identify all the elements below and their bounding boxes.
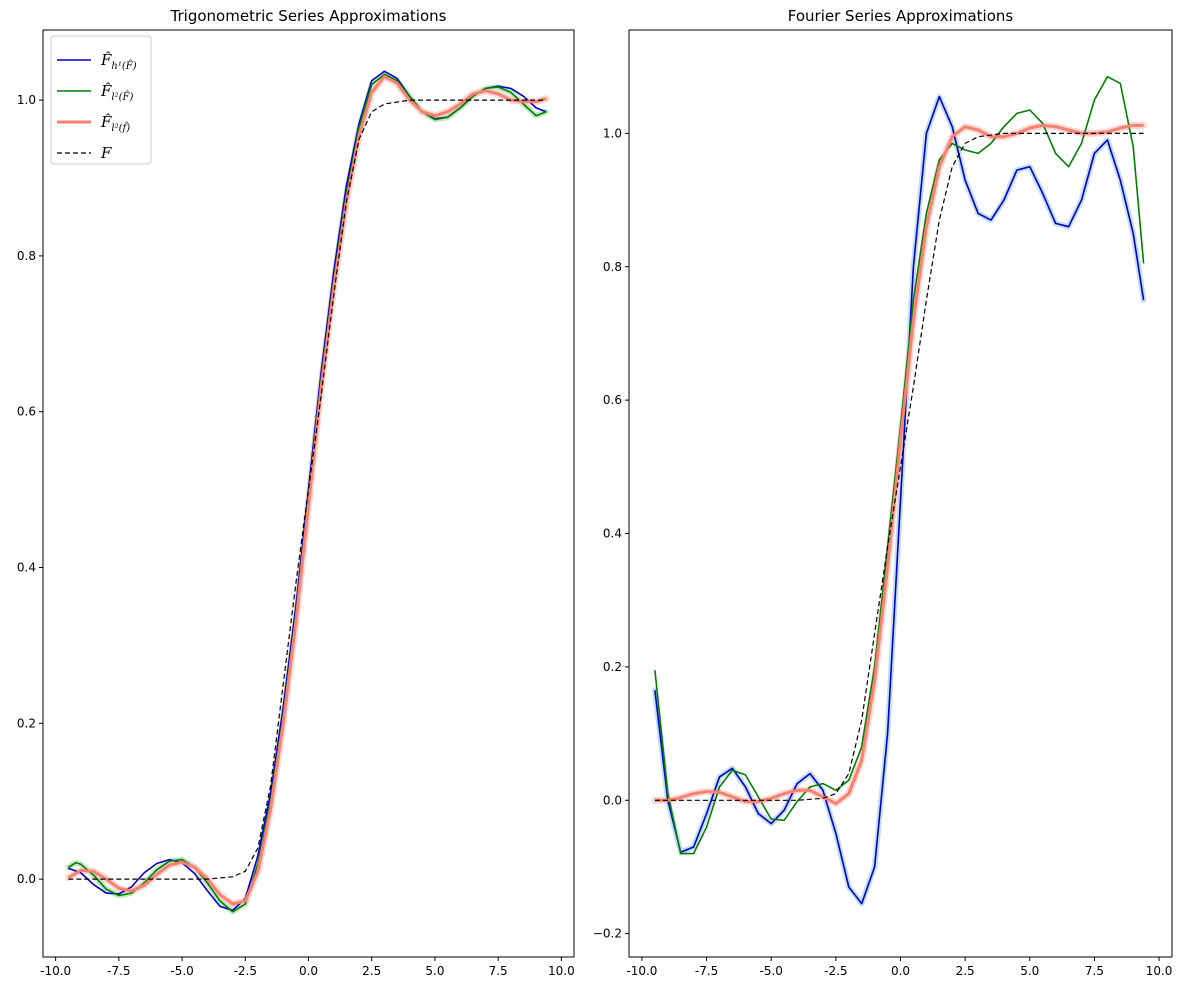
x-tick-label: 7.5 bbox=[1085, 964, 1104, 978]
plot-area bbox=[651, 75, 1148, 907]
legend-label-2: F̂l²(f̂) bbox=[100, 113, 130, 134]
y-tick-label: 0.2 bbox=[603, 660, 622, 674]
y-tick-label: 0.8 bbox=[603, 260, 622, 274]
legend-label-sub: h¹(F̂) bbox=[111, 60, 136, 72]
legend-box bbox=[50, 35, 152, 165]
series-3-line bbox=[654, 132, 1144, 801]
series-3-line bbox=[68, 99, 547, 880]
x-tick-label: 0.0 bbox=[891, 964, 910, 978]
y-tick-label: 0.0 bbox=[603, 793, 622, 807]
x-tick-label: -10.0 bbox=[626, 964, 657, 978]
x-tick-label: 5.0 bbox=[425, 964, 444, 978]
fourier-chart-panel: Fourier Series Approximations -10.0 -7.5 -5… bbox=[593, 7, 1173, 978]
plot-area bbox=[64, 70, 550, 915]
x-tick-label: -7.5 bbox=[107, 964, 130, 978]
x-tick-label: -5.0 bbox=[760, 964, 783, 978]
series-2-line bbox=[654, 123, 1144, 806]
y-tick-label: 0.2 bbox=[17, 716, 36, 730]
x-tick-label: -7.5 bbox=[695, 964, 718, 978]
legend: F̂h¹(F̂)F̂l²(F̂)F̂l²(f̂)F bbox=[50, 35, 152, 165]
legend-label-main: F̂ bbox=[100, 82, 112, 100]
y-tick-label: 0.4 bbox=[603, 527, 622, 541]
y-tick-label: 0.6 bbox=[17, 405, 36, 419]
series-0-line bbox=[654, 95, 1145, 905]
y-tick-label: 0.0 bbox=[17, 872, 36, 886]
legend-label-1: F̂l²(F̂) bbox=[100, 82, 133, 103]
x-tick-label: -5.0 bbox=[170, 964, 193, 978]
x-tick-label: -2.5 bbox=[824, 964, 847, 978]
legend-label-main: F bbox=[100, 144, 112, 162]
x-tick-label: 10.0 bbox=[1146, 964, 1173, 978]
x-tick-label: 7.5 bbox=[489, 964, 508, 978]
fourier-chart-title: Fourier Series Approximations bbox=[788, 7, 1014, 25]
y-tick-label: 0.6 bbox=[603, 393, 622, 407]
y-tick-label: 0.4 bbox=[17, 561, 36, 575]
y-tick-label: 1.0 bbox=[603, 126, 622, 140]
x-tick-label: 2.5 bbox=[362, 964, 381, 978]
series-0-band bbox=[652, 93, 1147, 907]
y-tick-label: 1.0 bbox=[17, 93, 36, 107]
legend-label-main: F̂ bbox=[100, 113, 112, 131]
legend-label-sub: l²(f̂) bbox=[111, 122, 130, 134]
y-tick-label: 0.8 bbox=[17, 249, 36, 263]
x-tick-label: 2.5 bbox=[956, 964, 975, 978]
x-tick-label: 0.0 bbox=[299, 964, 318, 978]
trig-chart-panel: Trigonometric Series Approximations -10.0… bbox=[17, 7, 575, 978]
series-2-line bbox=[67, 75, 547, 906]
legend-label-sub: l²(F̂) bbox=[111, 91, 133, 103]
x-tick-label: -2.5 bbox=[234, 964, 257, 978]
x-tick-label: 5.0 bbox=[1020, 964, 1039, 978]
legend-label-main: F̂ bbox=[100, 51, 112, 69]
x-tick-label: -10.0 bbox=[40, 964, 71, 978]
y-tick-label: −0.2 bbox=[593, 927, 622, 941]
legend-label-0: F̂h¹(F̂) bbox=[100, 51, 137, 72]
trig-chart-title: Trigonometric Series Approximations bbox=[170, 7, 447, 25]
x-tick-label: 10.0 bbox=[548, 964, 575, 978]
series-2-band bbox=[64, 73, 550, 908]
legend-label-3: F bbox=[100, 144, 112, 162]
